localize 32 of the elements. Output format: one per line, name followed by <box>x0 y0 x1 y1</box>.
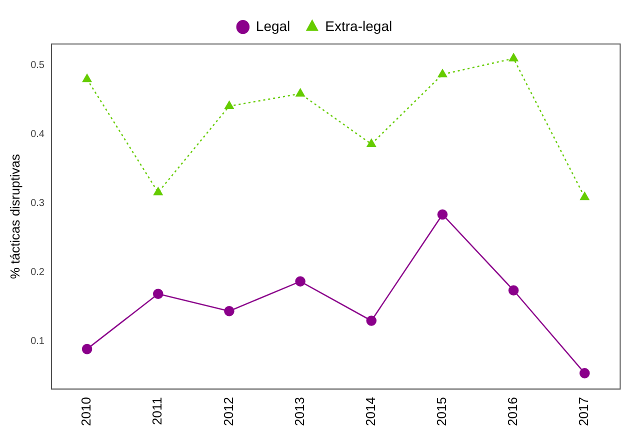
point <box>152 288 164 299</box>
x-tick-label: 2014 <box>362 397 378 426</box>
point <box>437 209 448 220</box>
legend-label: Legal <box>256 18 290 34</box>
point <box>580 368 590 378</box>
x-tick-label: 2013 <box>292 397 307 426</box>
point <box>224 100 234 110</box>
y-axis-title: % tácticas disruptivas <box>7 154 22 280</box>
y-tick-label: 0.2 <box>30 267 45 278</box>
y-tick-label: 0.1 <box>30 336 45 348</box>
x-tick-label: 2015 <box>434 397 450 426</box>
y-tick-label: 0.4 <box>30 129 45 140</box>
point <box>82 74 92 82</box>
x-tick-label: 2010 <box>78 397 94 426</box>
point <box>366 138 376 147</box>
y-tick-label: 0.3 <box>30 198 45 210</box>
x-tick-label: 2016 <box>505 397 520 426</box>
point <box>224 306 234 316</box>
point <box>508 285 519 296</box>
legend-label: Extra-legal <box>325 18 392 34</box>
x-tick-label: 2017 <box>576 397 592 426</box>
x-tick-label: 2011 <box>150 397 165 426</box>
point <box>366 316 377 326</box>
point <box>82 344 92 354</box>
point <box>509 53 518 62</box>
point <box>580 192 590 200</box>
point <box>295 276 306 287</box>
point <box>296 88 305 97</box>
x-tick-label: 2012 <box>220 397 236 426</box>
point <box>154 187 163 196</box>
point <box>438 69 448 78</box>
y-tick-label: 0.5 <box>30 60 45 72</box>
